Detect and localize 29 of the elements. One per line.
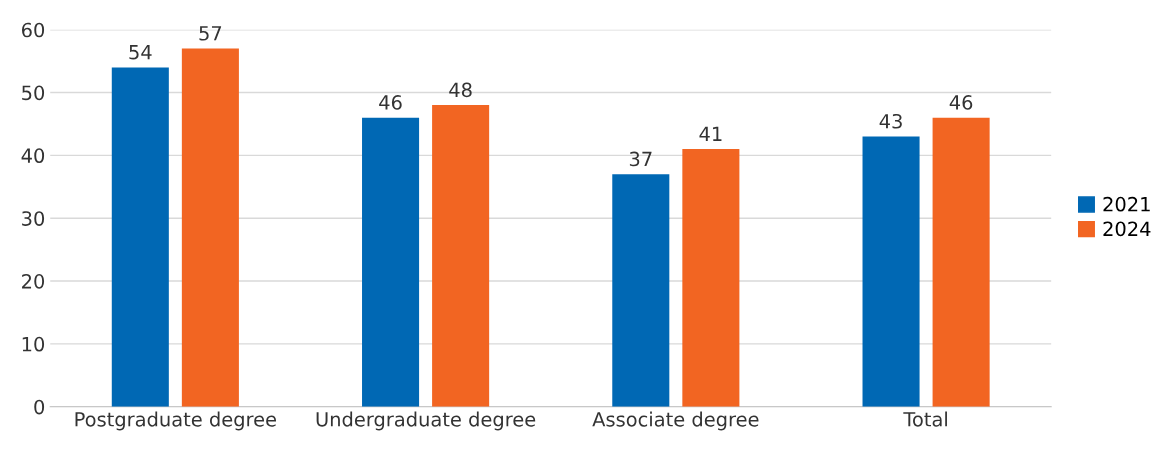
data-label: 54 xyxy=(129,45,152,60)
y-tick-label: 10 xyxy=(22,336,45,352)
legend-label: 2024 xyxy=(1103,221,1151,237)
data-label: 37 xyxy=(629,151,652,167)
y-tick-label: 40 xyxy=(21,148,45,164)
y-tick-label: 50 xyxy=(22,85,45,101)
data-label: 43 xyxy=(879,113,902,129)
x-tick-label: Postgraduate degree xyxy=(75,411,277,431)
x-tick-label: Undergraduate degree xyxy=(316,411,536,431)
bar xyxy=(682,149,740,407)
bar xyxy=(932,117,990,407)
data-label: 41 xyxy=(699,126,722,141)
bar xyxy=(362,117,420,407)
y-tick-label: 0 xyxy=(34,399,45,415)
legend-label: 2021 xyxy=(1103,196,1150,212)
bar xyxy=(612,174,670,407)
bar xyxy=(181,48,239,407)
y-tick-label: 60 xyxy=(21,22,45,38)
x-tick-label: Associate degree xyxy=(592,411,759,431)
data-label: 46 xyxy=(949,95,973,110)
y-tick-label: 30 xyxy=(22,211,45,226)
bar xyxy=(862,136,920,407)
data-label: 48 xyxy=(449,82,472,98)
bar xyxy=(111,67,169,407)
data-label: 46 xyxy=(379,95,402,110)
x-tick-label: Total xyxy=(903,411,947,427)
bar xyxy=(432,105,490,407)
y-tick-label: 20 xyxy=(22,274,45,289)
data-label: 57 xyxy=(199,26,222,41)
